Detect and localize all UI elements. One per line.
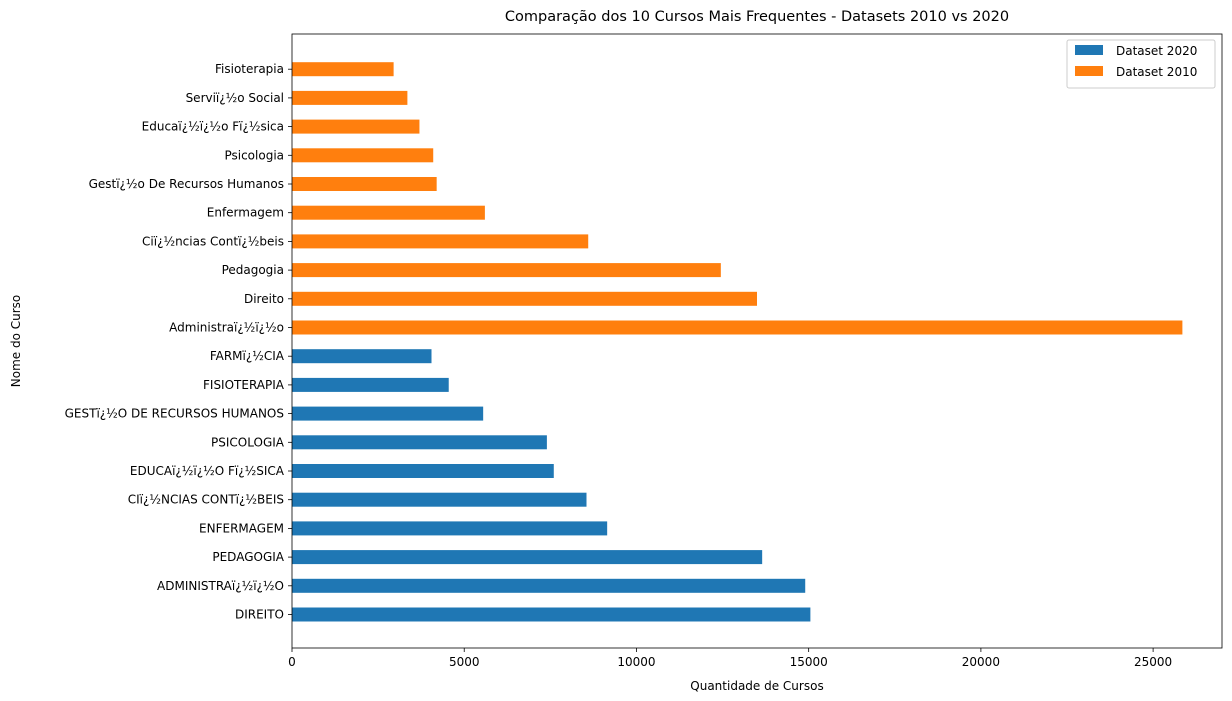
x-tick-label: 10000 xyxy=(617,655,655,669)
x-tick-label: 15000 xyxy=(790,655,828,669)
bar-2010-10 xyxy=(292,320,1183,335)
bar-2020-4 xyxy=(292,492,587,507)
legend-swatch-2010 xyxy=(1075,66,1103,76)
x-tick-label: 25000 xyxy=(1134,655,1172,669)
y-tick-label: Gestï¿½o De Recursos Humanos xyxy=(89,177,284,191)
x-tick-label: 0 xyxy=(288,655,296,669)
x-tick-label: 20000 xyxy=(962,655,1000,669)
bar-2010-19 xyxy=(292,62,394,77)
legend-swatch-2020 xyxy=(1075,45,1103,55)
y-tick-label: Serviï¿½o Social xyxy=(186,91,284,105)
y-tick-label: Ciï¿½ncias Contï¿½beis xyxy=(142,234,284,248)
bar-2020-6 xyxy=(292,435,547,450)
bar-2010-17 xyxy=(292,119,420,134)
y-tick-label: Pedagogia xyxy=(222,263,284,277)
bar-2020-9 xyxy=(292,349,432,364)
chart-title: Comparação dos 10 Cursos Mais Frequentes… xyxy=(505,9,1009,25)
legend-label-2020: Dataset 2020 xyxy=(1116,44,1197,58)
bar-2020-3 xyxy=(292,521,608,536)
y-tick-label: ADMINISTRAï¿½ï¿½O xyxy=(157,579,284,593)
y-tick-label: Administraï¿½ï¿½o xyxy=(169,321,284,335)
y-axis-label: Nome do Curso xyxy=(9,295,23,388)
bar-2010-14 xyxy=(292,205,485,220)
y-tick-label: PSICOLOGIA xyxy=(211,435,285,449)
bar-2010-15 xyxy=(292,177,437,191)
y-tick-label: EDUCAï¿½ï¿½O Fï¿½SICA xyxy=(130,464,285,478)
y-tick-label: GESTï¿½O DE RECURSOS HUMANOS xyxy=(65,407,284,421)
bar-2020-7 xyxy=(292,406,484,421)
plot-frame xyxy=(291,33,1223,649)
y-tick-label: Educaï¿½ï¿½o Fï¿½sica xyxy=(142,120,284,134)
bar-2010-11 xyxy=(292,291,757,306)
y-tick-label: DIREITO xyxy=(235,608,284,622)
y-tick-label: PEDAGOGIA xyxy=(212,550,284,564)
bar-2020-5 xyxy=(292,464,554,478)
plot-area: DIREITO ADMINISTRAï¿½ï¿½O PEDAGOGIA ENFERMA… xyxy=(65,62,1183,669)
legend-frame xyxy=(1066,39,1216,89)
y-tick-label: Enfermagem xyxy=(207,206,284,220)
y-tick-label: Psicologia xyxy=(224,148,284,162)
bar-2010-12 xyxy=(292,263,721,278)
y-tick-label: FARMï¿½CIA xyxy=(210,349,285,363)
bar-2020-0 xyxy=(292,607,811,622)
y-tick-label: Direito xyxy=(244,292,284,306)
legend-label-2010: Dataset 2010 xyxy=(1116,65,1197,79)
y-tick-label: Fisioterapia xyxy=(215,62,284,76)
bar-2020-2 xyxy=(292,550,763,565)
y-tick-label: ENFERMAGEM xyxy=(199,521,284,535)
x-axis-label: Quantidade de Cursos xyxy=(690,679,823,693)
y-tick-label: CIï¿½NCIAS CONTï¿½BEIS xyxy=(128,493,284,507)
bar-2020-1 xyxy=(292,578,806,593)
legend: Dataset 2020 Dataset 2010 xyxy=(1066,39,1216,89)
bar-2010-13 xyxy=(292,234,589,249)
x-tick-label: 5000 xyxy=(449,655,480,669)
y-tick-label: FISIOTERAPIA xyxy=(203,378,285,392)
bar-2010-16 xyxy=(292,148,434,163)
bar-2010-18 xyxy=(292,90,408,105)
bar-2020-8 xyxy=(292,377,449,392)
